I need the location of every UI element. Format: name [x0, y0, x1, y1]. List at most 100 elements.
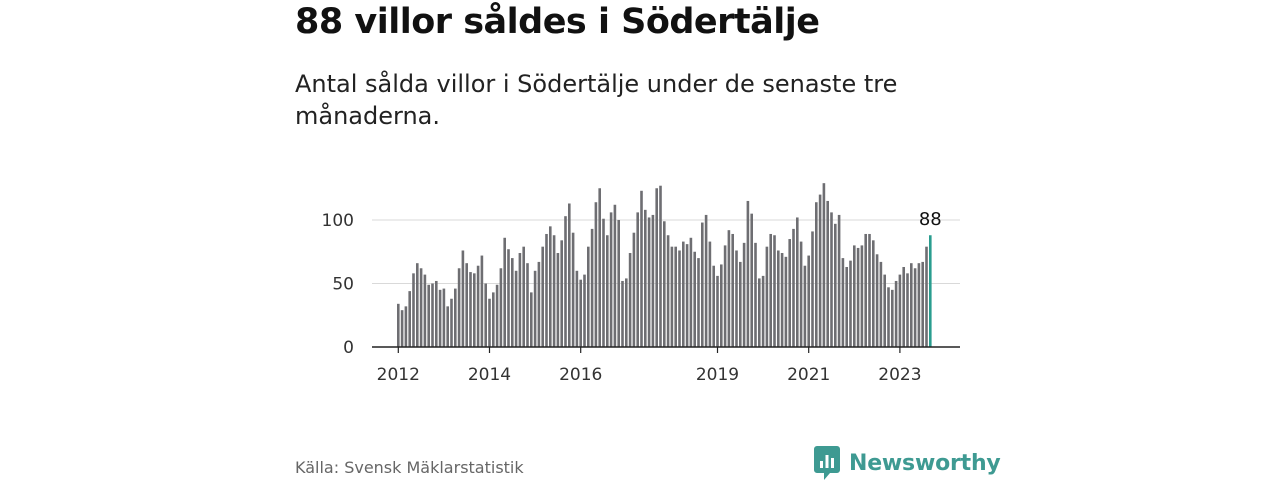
bar — [427, 284, 430, 347]
chart-title: 88 villor såldes i Södertälje — [295, 2, 820, 42]
bar — [416, 263, 419, 347]
bar — [682, 241, 685, 347]
bar — [549, 226, 552, 347]
bar-chart: 0 50 100 2012 2014 2016 2019 2021 2023 88 — [322, 183, 960, 385]
bar — [906, 273, 909, 347]
brand[interactable]: Newsworthy — [814, 446, 1001, 480]
bar — [545, 233, 548, 347]
bar — [921, 261, 924, 347]
bar — [830, 212, 833, 347]
bar — [883, 274, 886, 347]
bar — [822, 183, 826, 347]
bar — [670, 246, 674, 347]
x-tick-label: 2021 — [787, 365, 830, 385]
bar — [564, 216, 567, 347]
bar — [735, 250, 738, 347]
bar — [685, 244, 689, 347]
bar — [598, 188, 601, 347]
bar — [913, 268, 917, 347]
bar — [602, 218, 605, 347]
bar — [769, 233, 772, 347]
bar — [868, 233, 871, 347]
bar — [511, 258, 514, 347]
bar — [518, 253, 522, 347]
bar — [526, 263, 529, 347]
bar — [400, 310, 404, 347]
bar — [492, 292, 495, 347]
bar — [758, 278, 761, 347]
bar — [720, 264, 723, 347]
bar — [697, 258, 700, 347]
bar — [507, 249, 510, 347]
bar — [594, 202, 598, 347]
bar — [849, 260, 852, 347]
bar — [533, 270, 537, 347]
chart-subtitle: Antal sålda villor i Södertälje under de… — [295, 70, 898, 130]
bar — [773, 235, 776, 347]
newsworthy-logo-icon — [814, 446, 840, 480]
bar — [423, 274, 427, 347]
bar — [647, 217, 651, 347]
data-label-last: 88 — [919, 209, 942, 230]
bar — [495, 284, 499, 347]
bar — [621, 280, 624, 347]
bar — [476, 265, 480, 347]
bar — [640, 190, 643, 347]
bar — [575, 270, 579, 347]
bar — [845, 266, 848, 347]
bar — [925, 246, 928, 347]
bar — [480, 255, 484, 347]
bar — [716, 275, 719, 347]
bar — [746, 200, 750, 347]
bar — [898, 274, 902, 347]
bar — [731, 233, 734, 347]
bar — [887, 287, 890, 347]
bar — [442, 288, 446, 347]
bar — [841, 258, 845, 347]
bar — [739, 261, 742, 347]
bar — [834, 223, 837, 347]
bar — [446, 306, 449, 347]
x-tick-label: 2016 — [559, 365, 602, 385]
bar — [651, 214, 655, 347]
bar — [704, 214, 708, 347]
bar — [499, 268, 503, 347]
bar — [754, 242, 757, 347]
bar — [583, 274, 586, 347]
bar — [853, 245, 856, 347]
bar — [457, 268, 461, 347]
bar — [803, 265, 807, 347]
bar — [777, 250, 780, 347]
bar — [613, 204, 617, 347]
bar — [902, 266, 905, 347]
bar — [617, 220, 620, 347]
bar — [727, 230, 731, 347]
bar — [488, 298, 491, 347]
bar — [712, 265, 715, 347]
bar — [693, 251, 696, 347]
bar — [469, 272, 472, 347]
bar — [579, 279, 582, 347]
bar — [587, 246, 590, 347]
bar — [404, 306, 408, 347]
bar — [663, 221, 666, 347]
y-tick-label: 0 — [343, 338, 354, 358]
bar — [450, 298, 453, 347]
bar — [780, 253, 784, 347]
bar — [872, 240, 875, 347]
bar — [435, 280, 438, 347]
bar — [644, 209, 647, 347]
bar — [438, 289, 442, 347]
bar — [815, 202, 818, 347]
bar — [708, 241, 712, 347]
bar — [799, 241, 803, 347]
bar — [590, 228, 594, 347]
bar — [503, 237, 506, 347]
bar — [636, 212, 639, 347]
x-tick-label: 2012 — [377, 365, 420, 385]
bar — [875, 254, 879, 347]
bar — [537, 261, 541, 347]
bar — [632, 232, 636, 347]
bar — [412, 273, 415, 347]
bar — [678, 250, 681, 347]
